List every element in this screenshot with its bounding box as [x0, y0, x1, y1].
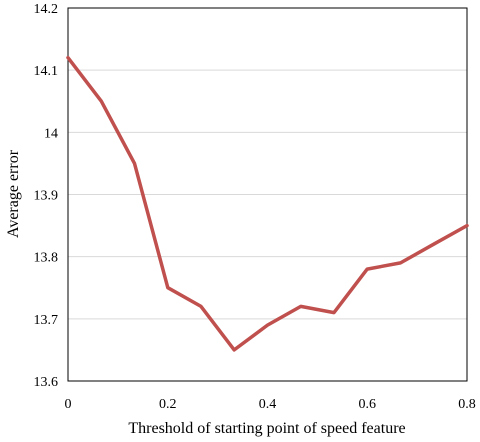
y-axis-tick-labels: 13.6 13.7 13.8 13.9 14 14.1 14.2: [34, 2, 59, 390]
grid-lines: [68, 69, 467, 320]
y-axis-label: Average error: [5, 149, 22, 238]
x-tick-label: 0.4: [259, 397, 277, 412]
y-tick-label: 13.9: [34, 189, 59, 204]
x-tick-label: 0.2: [159, 397, 177, 412]
y-tick-label: 13.7: [34, 313, 59, 328]
x-axis-tick-labels: 0 0.2 0.4 0.6 0.8: [65, 397, 476, 412]
x-tick-label: 0.6: [359, 397, 377, 412]
y-tick-label: 14.2: [34, 2, 59, 17]
y-tick-label: 14: [44, 126, 58, 141]
x-tick-label: 0: [65, 397, 72, 412]
series-layer: [66, 55, 469, 352]
x-axis-label: Threshold of starting point of speed fea…: [128, 420, 405, 437]
y-tick-label: 13.6: [34, 375, 59, 390]
plot-area-frame: [67, 7, 468, 382]
y-tick-label: 13.8: [34, 251, 59, 266]
x-tick-label: 0.8: [458, 397, 476, 412]
y-tick-label: 14.1: [34, 64, 59, 79]
series-line-0: [66, 55, 469, 352]
